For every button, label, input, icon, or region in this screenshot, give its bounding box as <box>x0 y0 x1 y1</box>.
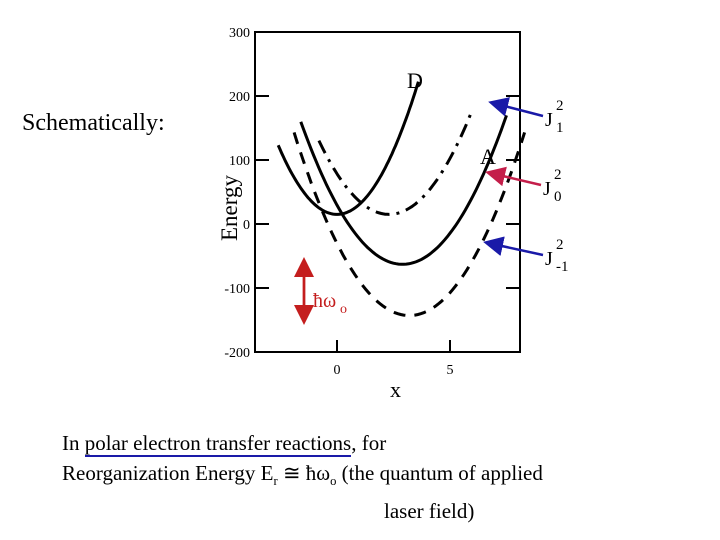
y-axis-label: Energy <box>217 174 242 242</box>
j1-sub: 1 <box>556 120 564 136</box>
plot-frame <box>254 31 521 353</box>
caption-line2-sub: r <box>273 474 278 489</box>
j1-arrow <box>488 97 544 118</box>
y-tick-label: -100 <box>224 282 250 297</box>
curve-series-3 <box>292 131 527 318</box>
caption-prefix: In <box>62 431 85 455</box>
j1-label: J <box>545 109 553 131</box>
caption-line2-sub2: o <box>330 474 337 489</box>
caption-line2-rest: ≅ ħω <box>277 461 331 485</box>
j-1-sup: 2 <box>556 237 564 253</box>
caption-line-1: In polar electron transfer reactions, fo… <box>62 428 543 458</box>
j0-label: J <box>543 178 551 200</box>
x-tick-label: 5 <box>447 363 454 378</box>
caption: In polar electron transfer reactions, fo… <box>62 428 543 526</box>
j0-sub: 0 <box>554 189 562 205</box>
x-axis-label: x <box>390 377 401 402</box>
curve-label-a: A <box>480 144 496 169</box>
caption-suffix: , for <box>351 431 387 455</box>
curve-a <box>299 114 508 266</box>
y-tick-label: -200 <box>224 346 250 361</box>
j1-sup: 2 <box>556 98 564 114</box>
caption-line2: Reorganization Energy E <box>62 461 274 485</box>
j-1-sub: -1 <box>556 259 569 275</box>
caption-line2-end: (the quantum of applied <box>336 461 543 485</box>
caption-underlined: polar electron transfer reactions <box>84 431 352 457</box>
schematic-label: Schematically: <box>22 110 165 136</box>
hw-sub: o <box>340 302 347 317</box>
curve-label-d: D <box>407 68 423 93</box>
hw-label: ħω <box>313 290 336 312</box>
y-tick-label: 100 <box>229 154 250 169</box>
curve-series-2 <box>317 114 472 216</box>
x-tick-label: 0 <box>334 363 341 378</box>
y-tick-label: 0 <box>243 218 250 233</box>
j-1-label: J <box>545 248 553 270</box>
caption-line-2: Reorganization Energy Er ≅ ħωo (the quan… <box>62 458 543 496</box>
j0-sup: 2 <box>554 167 562 183</box>
j-1-arrow <box>483 236 544 257</box>
curve-d <box>276 81 420 216</box>
caption-line-3: laser field) <box>384 499 475 524</box>
j0-arrow <box>485 166 542 187</box>
y-tick-label: 200 <box>229 90 250 105</box>
y-tick-label: 300 <box>229 26 250 41</box>
